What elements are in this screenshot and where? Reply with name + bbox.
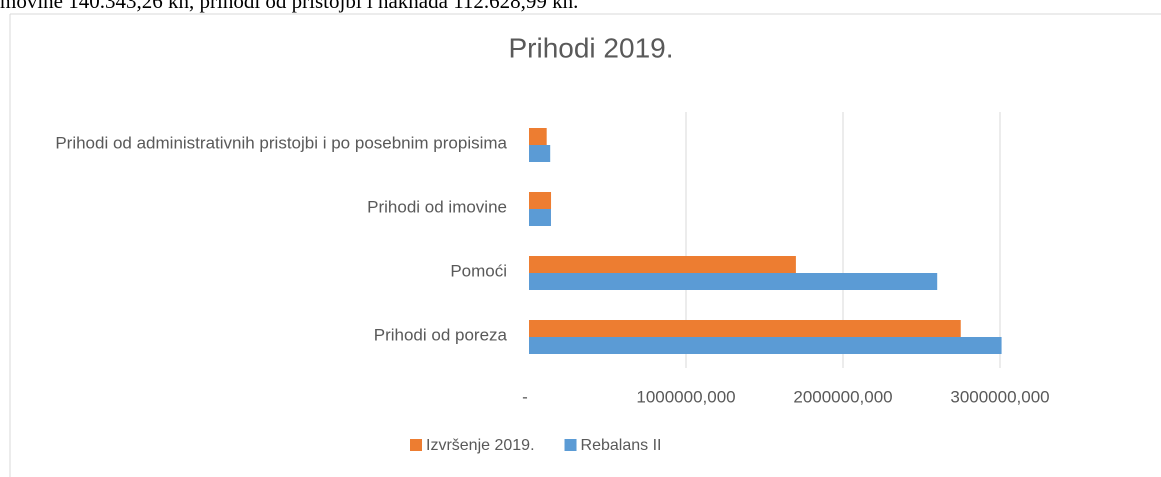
- x-tick-label: 1000000,000: [636, 387, 735, 406]
- legend-swatch: [410, 439, 422, 451]
- bar: [529, 337, 1002, 354]
- legend-label: Rebalans II: [581, 437, 662, 454]
- bar: [529, 145, 551, 162]
- chart-title: Prihodi 2019.: [508, 32, 673, 63]
- bar: [529, 320, 961, 337]
- y-tick-label: Prihodi od administrativnih pristojbi i …: [55, 133, 507, 152]
- bar: [529, 192, 552, 209]
- document-text: movine 140.343,26 kn, prihodi od pristoj…: [0, 0, 578, 13]
- x-tick-label: 3000000,000: [950, 387, 1049, 406]
- legend-label: Izvršenje 2019.: [426, 437, 535, 454]
- x-tick-label: 2000000,000: [793, 387, 892, 406]
- y-tick-label: Prihodi od imovine: [367, 197, 507, 216]
- y-tick-label: Prihodi od poreza: [374, 325, 508, 344]
- bar: [529, 273, 938, 290]
- y-tick-label: Pomoći: [450, 261, 507, 280]
- bar: [529, 128, 547, 145]
- legend-swatch: [564, 439, 577, 451]
- x-tick-label: -: [522, 387, 528, 406]
- bar: [529, 256, 796, 273]
- bar: [529, 209, 551, 226]
